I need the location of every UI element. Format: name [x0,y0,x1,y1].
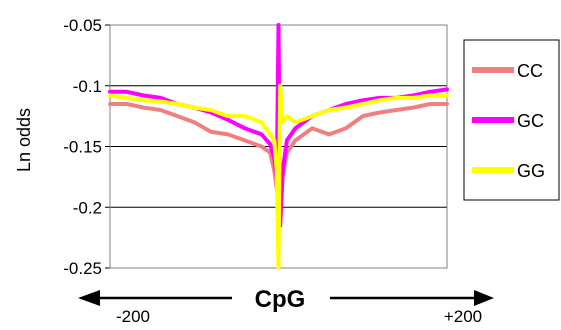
left-arrowhead-icon [78,290,100,306]
y-tick-label: -0.1 [73,77,102,96]
right-arrowhead-icon [474,290,494,306]
y-tick-label: -0.25 [63,259,102,278]
series-line-gg [108,83,449,270]
legend-label-gg: GG [517,161,545,181]
y-axis-label: Ln odds [14,108,34,172]
y-tick-label: -0.05 [63,16,102,35]
legend-label-cc: CC [517,61,543,81]
series-lines [108,23,449,270]
legend: CC GC GG [463,39,560,201]
y-tick-labels: -0.05 -0.1 -0.15 -0.2 -0.25 [63,16,102,278]
x-axis-label: CpG [255,286,306,313]
x-end-label-left: -200 [116,307,150,326]
x-end-label-right: +200 [444,307,482,326]
y-tick-label: -0.2 [73,198,102,217]
y-tick-label: -0.15 [63,138,102,157]
legend-label-gc: GC [517,111,544,131]
x-axis-arrow [78,290,494,306]
